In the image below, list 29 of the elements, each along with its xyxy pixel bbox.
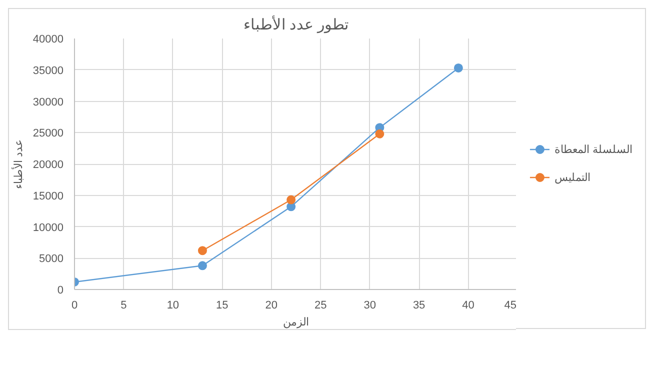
- y-axis-title: عدد الأطباء: [10, 138, 25, 190]
- y-tick-label: 30000: [32, 96, 64, 108]
- x-tick-label: 20: [265, 300, 278, 312]
- y-tick-label: 5000: [39, 253, 64, 266]
- x-tick-label: 40: [462, 300, 474, 312]
- y-tick-label: 20000: [32, 159, 64, 171]
- chart-title: تطور عدد الأطباء: [243, 16, 349, 34]
- x-axis-title: الزمن: [283, 316, 309, 328]
- x-tick-label: 45: [504, 300, 517, 312]
- x-tick-label: 30: [364, 300, 376, 312]
- legend-label: السلسلة المعطاة: [554, 142, 633, 156]
- x-tick-label: 5: [120, 300, 127, 312]
- x-tick-label: 25: [314, 300, 327, 312]
- y-tick-label: 40000: [32, 34, 64, 46]
- point: [198, 246, 207, 256]
- point: [198, 261, 207, 270]
- point: [454, 64, 463, 72]
- legend-label: التمليس: [554, 170, 590, 184]
- x-tick-label: 0: [71, 300, 78, 312]
- y-tick-label: 35000: [32, 64, 64, 77]
- y-tick-label: 0: [57, 284, 64, 296]
- y-tick-label: 15000: [32, 190, 64, 202]
- x-tick-label: 35: [412, 300, 426, 312]
- y-tick-label: 25000: [32, 128, 64, 140]
- point: [375, 129, 384, 138]
- point: [286, 195, 296, 204]
- x-tick-label: 15: [216, 300, 228, 312]
- x-tick-label: 10: [166, 300, 180, 312]
- y-tick-label: 10000: [32, 222, 64, 234]
